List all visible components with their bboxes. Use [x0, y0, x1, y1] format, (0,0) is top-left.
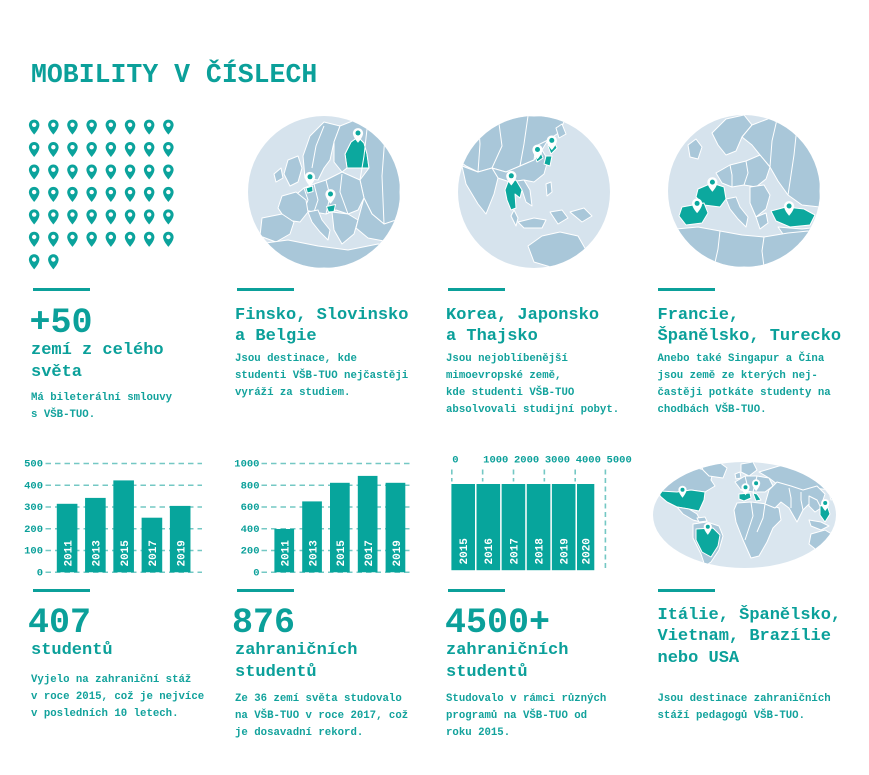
- svg-text:500: 500: [24, 459, 43, 471]
- svg-text:2011: 2011: [63, 540, 75, 567]
- svg-text:2020: 2020: [582, 538, 594, 564]
- svg-text:0: 0: [253, 567, 259, 579]
- svg-text:3000: 3000: [545, 455, 570, 467]
- svg-text:2019: 2019: [392, 540, 404, 566]
- svg-text:100: 100: [24, 546, 43, 558]
- svg-text:2015: 2015: [459, 538, 471, 565]
- svg-text:2000: 2000: [514, 455, 539, 467]
- svg-text:0: 0: [452, 455, 458, 467]
- svg-text:4000: 4000: [576, 455, 601, 467]
- svg-text:2011: 2011: [281, 540, 293, 567]
- svg-text:2016: 2016: [484, 538, 496, 564]
- svg-text:300: 300: [24, 502, 43, 514]
- svg-text:1000: 1000: [234, 459, 259, 471]
- svg-text:5000: 5000: [607, 455, 632, 467]
- svg-text:800: 800: [241, 480, 260, 492]
- svg-text:2019: 2019: [176, 540, 188, 566]
- svg-text:200: 200: [241, 546, 260, 558]
- svg-text:2017: 2017: [509, 538, 521, 564]
- svg-text:2015: 2015: [120, 540, 132, 567]
- svg-text:400: 400: [24, 480, 43, 492]
- svg-text:1000: 1000: [483, 455, 508, 467]
- svg-text:2013: 2013: [92, 540, 104, 567]
- svg-text:2013: 2013: [308, 540, 320, 567]
- svg-text:400: 400: [241, 524, 260, 536]
- svg-text:2018: 2018: [534, 538, 546, 565]
- svg-text:600: 600: [241, 502, 260, 514]
- svg-text:0: 0: [37, 567, 43, 579]
- svg-text:2019: 2019: [560, 538, 572, 564]
- svg-text:200: 200: [24, 524, 43, 536]
- svg-text:2017: 2017: [148, 540, 160, 566]
- svg-text:2017: 2017: [364, 540, 376, 566]
- svg-text:2015: 2015: [336, 540, 348, 567]
